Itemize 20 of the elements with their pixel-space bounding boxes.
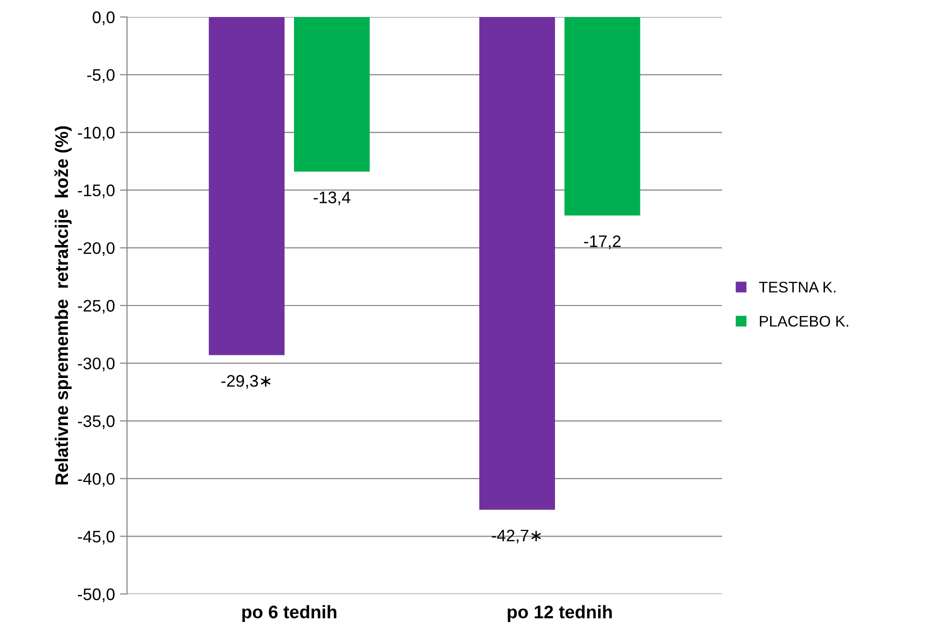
y-tick-label: -10,0	[78, 126, 115, 141]
y-tick-label: -15,0	[78, 184, 115, 198]
y-tick-label: -40,0	[78, 473, 115, 487]
y-tick-label: -30,0	[78, 358, 115, 372]
y-tick-label: -50,0	[78, 588, 115, 602]
x-tick-label: po 6 tednih	[242, 605, 336, 622]
data-label: -17,2	[584, 235, 620, 250]
x-tick-label: po 12 tednih	[508, 605, 612, 622]
y-axis-title: Relativne spremembe retrakcije kože (%)	[54, 126, 72, 484]
y-tick-label: -5,0	[87, 69, 115, 83]
y-tick-label: -25,0	[78, 300, 115, 314]
legend-label: PLACEBO K.	[760, 316, 848, 327]
y-tick-label: -20,0	[78, 242, 115, 256]
y-tick-label: -35,0	[78, 415, 115, 430]
y-tick-label: -45,0	[78, 530, 115, 544]
legend-label: TESTNA K.	[759, 282, 836, 293]
data-label: -42,7∗	[492, 530, 541, 544]
data-label: -29,3∗	[221, 375, 271, 389]
data-label: -13,4	[314, 192, 350, 206]
y-tick-label: 0,0	[92, 11, 115, 26]
